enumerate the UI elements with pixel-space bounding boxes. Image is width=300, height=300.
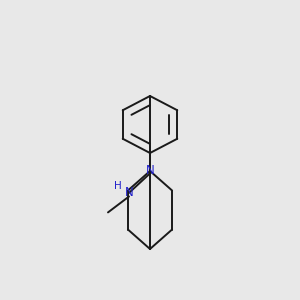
Text: N: N: [146, 164, 154, 178]
Text: H: H: [114, 181, 122, 191]
Text: N: N: [124, 186, 134, 200]
